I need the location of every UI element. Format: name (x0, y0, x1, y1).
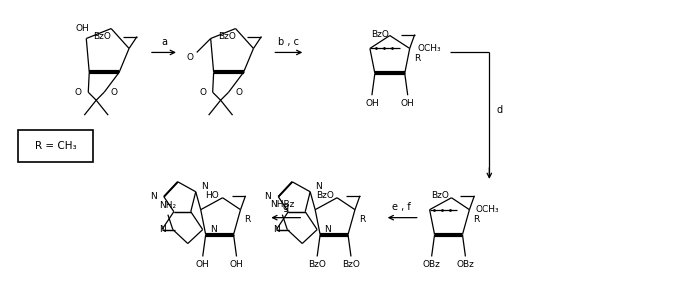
Text: O: O (75, 88, 82, 97)
Text: b , c: b , c (278, 38, 299, 47)
Text: NHBz: NHBz (270, 200, 295, 209)
Text: N: N (209, 225, 216, 234)
Text: R: R (359, 215, 365, 224)
Text: g: g (282, 202, 288, 212)
Text: NH₂: NH₂ (159, 201, 177, 210)
Text: OCH₃: OCH₃ (417, 44, 441, 53)
Text: O: O (199, 88, 206, 97)
Text: BzO: BzO (94, 32, 111, 41)
Text: N: N (315, 182, 322, 191)
Text: OH: OH (401, 99, 415, 108)
Text: R: R (473, 215, 480, 224)
Text: N: N (324, 225, 331, 234)
Text: e , f: e , f (392, 202, 411, 212)
Text: O: O (111, 88, 118, 97)
Text: N: N (150, 192, 157, 201)
Text: OBz: OBz (456, 260, 475, 269)
Text: N: N (201, 182, 207, 191)
FancyBboxPatch shape (17, 130, 94, 162)
Text: OCH₃: OCH₃ (475, 205, 499, 214)
Text: OH: OH (365, 99, 379, 108)
Text: d: d (496, 105, 503, 115)
Text: BzO: BzO (316, 191, 334, 200)
Text: O: O (186, 53, 193, 62)
Text: OH: OH (230, 260, 244, 269)
Text: O: O (235, 88, 242, 97)
Text: R = CH₃: R = CH₃ (35, 141, 76, 151)
Text: OH: OH (75, 24, 89, 33)
Text: a: a (161, 38, 167, 47)
Text: BzO: BzO (371, 30, 389, 39)
Text: N: N (274, 225, 281, 234)
Text: N: N (159, 225, 166, 234)
Text: OH: OH (196, 260, 209, 269)
Text: OBz: OBz (423, 260, 440, 269)
Text: R: R (244, 215, 251, 224)
Text: R: R (414, 54, 420, 63)
Text: N: N (265, 192, 272, 201)
Text: BzO: BzO (309, 260, 326, 269)
Text: BzO: BzO (431, 191, 449, 200)
Text: BzO: BzO (342, 260, 360, 269)
Text: BzO: BzO (218, 32, 235, 41)
Text: HO: HO (205, 191, 218, 200)
